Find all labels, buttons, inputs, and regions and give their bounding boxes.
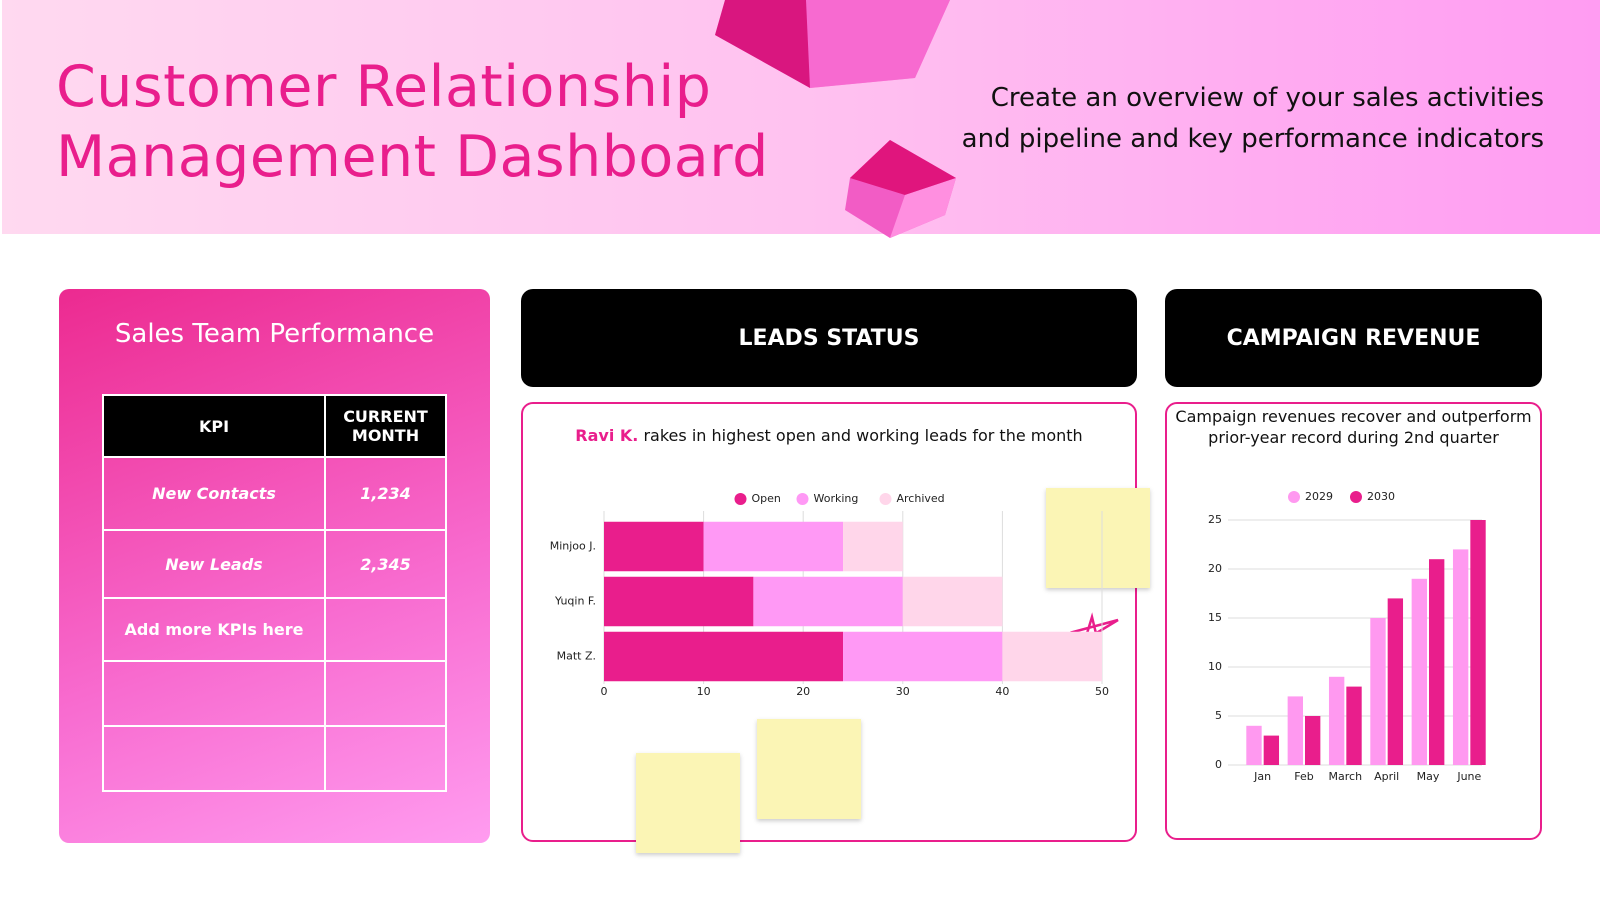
bar — [604, 576, 754, 627]
bar — [1002, 631, 1102, 682]
x-tick-label: 40 — [995, 685, 1009, 698]
x-tick-label: 20 — [796, 685, 810, 698]
page-title: Customer Relationship Management Dashboa… — [56, 54, 769, 190]
subtitle-highlight: Ravi K. — [575, 426, 639, 445]
x-tick-label: 0 — [601, 685, 608, 698]
table-cell — [324, 725, 447, 792]
y-tick-label: 15 — [1208, 611, 1222, 624]
bar — [703, 521, 844, 572]
bar — [1328, 676, 1345, 765]
y-tick-label: Matt Z. — [557, 650, 596, 663]
legend-swatch — [1350, 491, 1362, 503]
legend-swatch — [734, 493, 747, 505]
subtitle-text: rakes in highest open and working leads … — [643, 426, 1083, 445]
legend-swatch — [796, 493, 809, 505]
chart-subtitle: Ravi K. rakes in highest open and workin… — [521, 426, 1137, 445]
y-tick-label: 10 — [1208, 660, 1222, 673]
table-header: CURRENT MONTH — [324, 394, 447, 458]
chart-title: LEADS STATUS — [521, 289, 1137, 387]
table-cell — [324, 660, 447, 727]
chart-subtitle: Campaign revenues recover and outperform… — [1175, 407, 1532, 447]
bar — [843, 521, 903, 572]
sticky-note — [636, 488, 1150, 853]
bar — [1470, 520, 1486, 765]
table-cell: New Contacts — [102, 456, 326, 531]
x-tick-label: April — [1374, 770, 1399, 783]
x-tick-label: 10 — [697, 685, 711, 698]
bar — [1346, 686, 1362, 765]
bar — [1263, 735, 1280, 765]
table-cell: New Leads — [102, 529, 326, 599]
bar — [1411, 578, 1427, 765]
y-tick-label: 5 — [1215, 709, 1222, 722]
x-tick-label: Jan — [1253, 770, 1271, 783]
legend-label: 2030 — [1367, 490, 1395, 503]
y-tick-label: Minjoo J. — [550, 540, 596, 553]
x-tick-label: Feb — [1294, 770, 1313, 783]
table-cell: 2,345 — [324, 529, 447, 599]
legend-label: Archived — [897, 492, 945, 505]
table-cell — [102, 660, 326, 727]
legend-label: 2029 — [1305, 490, 1333, 503]
kpi-title: Sales Team Performance — [114, 319, 435, 349]
legend-swatch — [1288, 491, 1300, 503]
y-tick-label: 0 — [1215, 758, 1222, 771]
legend-swatch — [879, 493, 892, 505]
legend-label: Open — [752, 492, 781, 505]
kpi-table: KPI CURRENT MONTH New Contacts 1,234 New L… — [102, 394, 447, 792]
bar — [902, 576, 1003, 627]
bar — [843, 631, 1003, 682]
bar — [1305, 716, 1321, 765]
bar — [753, 576, 903, 627]
bar — [1429, 559, 1445, 765]
table-cell — [102, 725, 326, 792]
bar — [1370, 618, 1386, 765]
x-tick-label: March — [1329, 770, 1363, 783]
x-tick-label: 50 — [1095, 685, 1109, 698]
table-header: KPI — [102, 394, 326, 458]
table-cell: 1,234 — [324, 456, 447, 531]
y-tick-label: 25 — [1208, 513, 1222, 526]
bar — [1387, 598, 1404, 765]
bar — [604, 631, 844, 682]
kpi-panel: Sales Team Performance KPI CURRENT MONTH … — [59, 289, 490, 843]
decoration — [715, 0, 956, 238]
bar — [1452, 549, 1469, 765]
table-cell: Add more KPIs here — [102, 597, 326, 662]
y-tick-label: 20 — [1208, 562, 1222, 575]
bar — [604, 521, 704, 572]
x-tick-label: June — [1456, 770, 1481, 783]
y-tick-label: Yuqin F. — [554, 595, 596, 608]
table-cell — [324, 597, 447, 662]
page-description: Create an overview of your sales activit… — [961, 83, 1544, 154]
x-tick-label: 30 — [896, 685, 910, 698]
x-tick-label: May — [1417, 770, 1440, 783]
chart-title: CAMPAIGN REVENUE — [1165, 289, 1542, 387]
bar — [1246, 725, 1262, 765]
bar — [1287, 696, 1303, 765]
legend-label: Working — [814, 492, 859, 505]
